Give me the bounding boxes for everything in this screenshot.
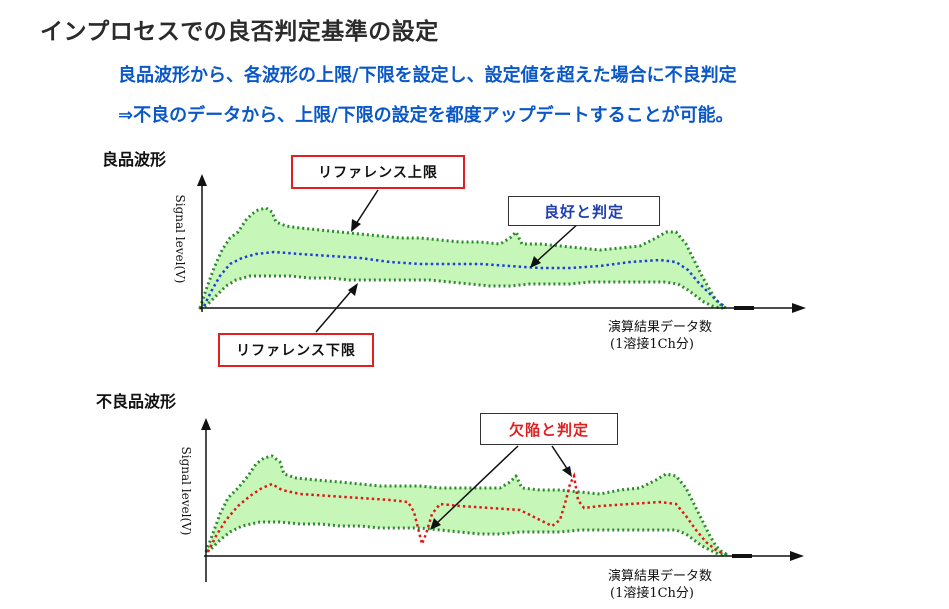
good-x-axis-sublabel: (1溶接1Ch分)	[610, 337, 695, 352]
upper-callout-arrowhead	[351, 219, 361, 232]
good-panel-label: 良品波形	[102, 150, 167, 169]
upper-callout-arrow	[355, 189, 379, 225]
defect-arrow-left	[435, 445, 519, 525]
subtitle-line-1: 良品波形から、各波形の上限/下限を設定し、設定値を超えた場合に不良判定	[118, 65, 737, 86]
bad-y-axis-label: Signal level(V)	[179, 446, 193, 536]
bad-x-axis-label: 演算結果データ数	[608, 569, 713, 584]
bad-x-arrowhead	[790, 551, 804, 561]
good-x-arrowhead	[792, 303, 806, 313]
page-title: インプロセスでの良否判定基準の設定	[40, 19, 439, 45]
good-x-axis-label: 演算結果データ数	[608, 320, 713, 335]
good-reference-band	[198, 206, 728, 310]
judge-callout-arrowhead	[530, 256, 541, 268]
defect-arrow-right	[551, 445, 569, 471]
upper-limit-callout: リファレンス上限	[291, 155, 465, 189]
defect-judgement-callout: 欠陥と判定	[480, 413, 618, 445]
bad-y-arrowhead	[201, 418, 211, 430]
bad-signal-line	[206, 472, 725, 556]
judge-callout-arrow	[535, 221, 581, 263]
good-signal-line	[202, 250, 725, 307]
lower-callout-arrowhead	[348, 283, 358, 296]
bad-panel-label: 不良品波形	[96, 392, 177, 411]
lower-callout-arrow	[315, 289, 353, 333]
good-chart	[197, 174, 806, 333]
bad-reference-band	[204, 454, 728, 556]
defect-arrowhead-left	[430, 518, 441, 530]
defect-arrowhead-right	[562, 466, 572, 477]
good-y-axis-label: Signal level(V)	[173, 194, 187, 284]
good-judgement-callout: 良好と判定	[508, 196, 660, 226]
subtitle-line-2: ⇒不良のデータから、上限/下限の設定を都度アップデートすることが可能。	[118, 105, 734, 126]
lower-limit-callout: リファレンス下限	[218, 333, 374, 367]
bad-chart	[201, 418, 804, 582]
bad-x-axis-sublabel: (1溶接1Ch分)	[610, 586, 695, 601]
good-y-arrowhead	[197, 174, 207, 186]
